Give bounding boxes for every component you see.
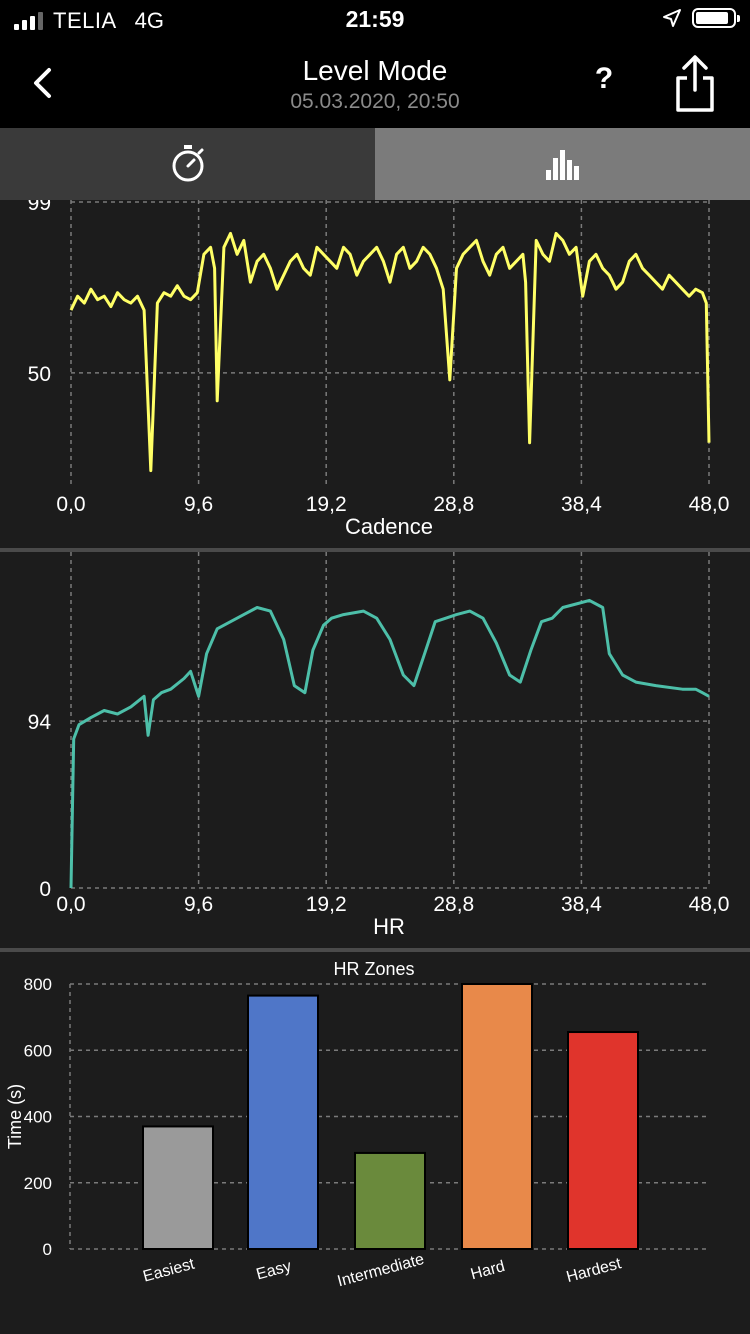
hr-chart: 0,0 9,6 19,2 28,8 38,4 48,0 0 94 HR bbox=[0, 552, 750, 948]
tab-bar bbox=[0, 128, 750, 200]
bar-hard bbox=[461, 983, 533, 1250]
x-tick-label: 9,6 bbox=[184, 493, 213, 516]
help-button[interactable]: ? bbox=[594, 62, 614, 95]
x-tick-label: 28,8 bbox=[433, 493, 474, 516]
page-title: Level Mode bbox=[302, 55, 448, 86]
x-tick-label: 28,8 bbox=[433, 893, 474, 916]
location-arrow-icon bbox=[663, 9, 681, 27]
share-button[interactable] bbox=[668, 54, 722, 114]
nav-bar: Level Mode 05.03.2020, 20:50 ? bbox=[0, 40, 750, 128]
bar-easiest bbox=[142, 1125, 214, 1250]
y-axis-label: Time (s) bbox=[5, 1084, 25, 1149]
x-axis-label: Cadence bbox=[345, 514, 433, 539]
x-tick-label: 9,6 bbox=[184, 893, 213, 916]
network-type: 4G bbox=[134, 8, 164, 33]
status-time: 21:59 bbox=[345, 6, 405, 32]
x-tick-label: Hard bbox=[469, 1258, 507, 1283]
hr-zones-chart: HR Zones Time (s) 0 200 400 600 800 Easiest Easy… bbox=[0, 952, 750, 1334]
y-tick-label: 0 bbox=[43, 1240, 52, 1259]
y-tick-label: 800 bbox=[24, 975, 52, 994]
page-subtitle: 05.03.2020, 20:50 bbox=[290, 90, 460, 113]
divider bbox=[0, 948, 750, 952]
x-tick-label: 0,0 bbox=[56, 893, 85, 916]
x-tick-label: 0,0 bbox=[56, 493, 85, 516]
cadence-chart: 0,0 9,6 19,2 28,8 38,4 48,0 50 99 Cadence bbox=[0, 200, 750, 548]
y-tick-label: 400 bbox=[24, 1108, 52, 1127]
bar-easy bbox=[247, 994, 319, 1250]
x-tick-label: 48,0 bbox=[689, 493, 730, 516]
hr-zones-chart-svg: HR Zones Time (s) 0 200 400 600 800 Easiest Easy… bbox=[5, 959, 706, 1290]
x-tick-label: 19,2 bbox=[306, 493, 347, 516]
status-right bbox=[662, 8, 740, 28]
status-bar: TELIA 4G 21:59 bbox=[0, 0, 750, 40]
x-tick-label: Easy bbox=[254, 1258, 293, 1284]
x-tick-label: 48,0 bbox=[689, 893, 730, 916]
tab-timer[interactable] bbox=[0, 128, 375, 200]
y-tick-label: 50 bbox=[28, 363, 51, 386]
tab-statistics[interactable] bbox=[375, 128, 750, 200]
stopwatch-icon bbox=[172, 145, 203, 182]
y-tick-label: 600 bbox=[24, 1041, 52, 1060]
battery-icon bbox=[692, 8, 740, 28]
y-tick-label: 94 bbox=[28, 711, 52, 734]
x-tick-label: Intermediate bbox=[336, 1251, 426, 1290]
x-tick-label: Easiest bbox=[141, 1256, 197, 1286]
y-tick-label: 99 bbox=[28, 200, 51, 215]
status-left: TELIA 4G bbox=[14, 8, 164, 34]
x-tick-label: 38,4 bbox=[561, 493, 602, 516]
bar-intermediate bbox=[354, 1151, 426, 1250]
x-tick-label: Hardest bbox=[565, 1255, 624, 1286]
series-line bbox=[69, 231, 711, 473]
cadence-chart-svg: 0,0 9,6 19,2 28,8 38,4 48,0 50 99 Cadence bbox=[28, 200, 730, 539]
hr-chart-svg: 0,0 9,6 19,2 28,8 38,4 48,0 0 94 HR bbox=[28, 552, 730, 939]
back-button[interactable] bbox=[22, 58, 62, 108]
y-tick-label: 0 bbox=[39, 878, 51, 901]
chart-title: HR Zones bbox=[333, 959, 414, 979]
divider bbox=[0, 548, 750, 552]
chevron-left-icon bbox=[34, 68, 51, 98]
series-line bbox=[69, 598, 710, 889]
carrier-name: TELIA bbox=[53, 8, 117, 33]
x-tick-label: 19,2 bbox=[306, 893, 347, 916]
x-tick-label: 38,4 bbox=[561, 893, 602, 916]
share-icon bbox=[676, 55, 714, 112]
y-tick-label: 200 bbox=[24, 1174, 52, 1193]
bar-chart-icon bbox=[545, 150, 579, 180]
signal-icon bbox=[14, 12, 43, 30]
bar-hardest bbox=[567, 1031, 639, 1250]
x-axis-label: HR bbox=[373, 914, 405, 939]
